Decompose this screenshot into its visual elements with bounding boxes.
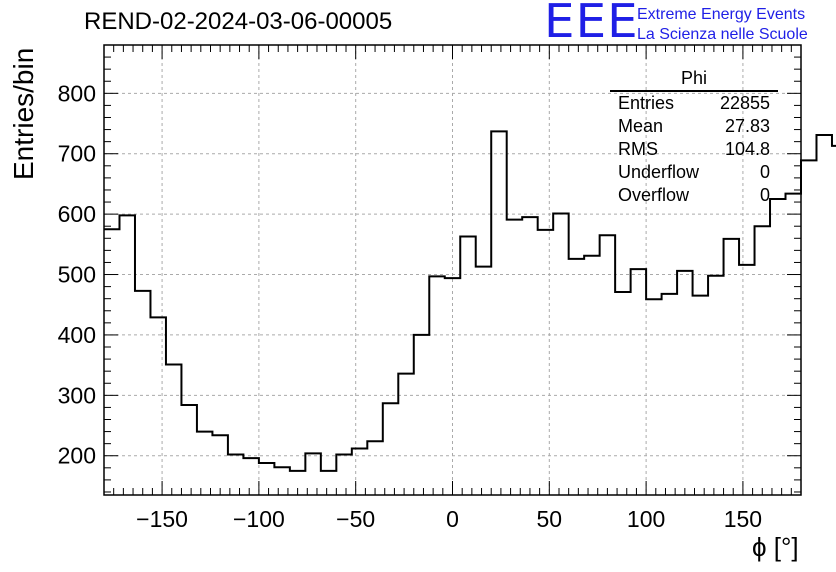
y-tick-label: 300 (58, 382, 96, 408)
stats-row-overflow: Overflow 0 (610, 184, 778, 207)
stats-key: Mean (618, 116, 664, 136)
histogram-bin (336, 455, 351, 495)
x-tick-label: −50 (336, 506, 375, 532)
histogram-bin (755, 226, 770, 495)
stats-title: Phi (610, 68, 778, 92)
histogram-bin (476, 267, 491, 495)
histogram-bin (786, 194, 801, 495)
histogram-bin (181, 405, 196, 495)
stats-key: Underflow (618, 162, 700, 182)
histogram-bin (522, 217, 537, 495)
logo-text-line1: Extreme Energy Events (637, 6, 806, 23)
histogram-bin (553, 214, 568, 495)
stats-value: 22855 (719, 93, 770, 113)
stats-value: 0 (759, 185, 770, 205)
histogram-bin (770, 199, 785, 495)
x-tick-label: 50 (537, 506, 563, 532)
y-tick-label: 700 (58, 141, 96, 167)
histogram-bin (150, 317, 165, 495)
histogram-bin (600, 235, 615, 495)
histogram-bin (119, 215, 134, 495)
histogram-bin (460, 236, 475, 495)
eee-logo: EEE (544, 0, 639, 48)
axis-ticks (104, 45, 801, 495)
histogram-bin (104, 229, 119, 495)
histogram-bin (383, 403, 398, 495)
stats-value: 104.8 (724, 139, 770, 159)
histogram-bin (212, 435, 227, 495)
tick-labels: −150 −100 −50 0 50 100 150 200 300 400 500 600 700 80… (58, 80, 762, 532)
y-tick-label: 400 (58, 322, 96, 348)
histogram-bin (491, 131, 506, 495)
histogram-step-line (104, 130, 836, 472)
histogram-bin (584, 256, 599, 495)
histogram-bin (724, 239, 739, 495)
histogram-bin (631, 269, 646, 495)
histogram-bin (677, 271, 692, 495)
histogram-bin (708, 276, 723, 495)
stats-box: Phi Entries 22855 Mean 27.83 RMS 104.8 U… (610, 68, 778, 207)
x-tick-label: 0 (446, 506, 459, 532)
x-tick-label: 100 (627, 506, 665, 532)
histogram-bin (507, 220, 522, 495)
stats-row-mean: Mean 27.83 (610, 115, 778, 138)
stats-key: RMS (618, 139, 658, 159)
histogram-bin (816, 135, 831, 495)
histogram-bin (739, 265, 754, 495)
grid-lines (104, 45, 801, 495)
stats-row-rms: RMS 104.8 (610, 138, 778, 161)
histogram-bin (243, 458, 258, 495)
stats-value: 27.83 (724, 116, 770, 136)
histogram-series (104, 130, 836, 495)
histogram-bin (832, 146, 836, 495)
stats-row-entries: Entries 22855 (610, 92, 778, 115)
x-axis-label: ϕ [°] (752, 532, 799, 562)
y-tick-label: 600 (58, 201, 96, 227)
histogram-bin (538, 230, 553, 495)
y-axis-label: Entries/bin (8, 47, 39, 180)
histogram-bin (398, 374, 413, 495)
histogram-bin (429, 276, 444, 495)
histogram-bin (646, 299, 661, 495)
histogram-bin (569, 259, 584, 495)
histogram-bin (166, 365, 181, 495)
histogram-bin (135, 291, 150, 495)
stats-key: Overflow (618, 185, 690, 205)
histogram-bin (197, 432, 212, 495)
histogram-bin (414, 335, 429, 495)
histogram-bin (259, 463, 274, 495)
stats-row-underflow: Underflow 0 (610, 161, 778, 184)
histogram-bin (321, 471, 336, 495)
stats-key: Entries (618, 93, 675, 113)
y-tick-label: 800 (58, 80, 96, 106)
x-tick-label: 150 (724, 506, 762, 532)
y-tick-label: 200 (58, 443, 96, 469)
histogram-bin (367, 441, 382, 495)
histogram-bin (801, 160, 816, 495)
x-tick-label: −150 (136, 506, 188, 532)
histogram-bin (615, 292, 630, 495)
stats-value: 0 (759, 162, 770, 182)
chart-title: REND-02-2024-03-06-00005 (84, 8, 393, 35)
x-tick-label: −100 (233, 506, 285, 532)
y-tick-label: 500 (58, 262, 96, 288)
histogram-bin (662, 294, 677, 495)
logo-text-line2: La Scienza nelle Scuole (637, 26, 808, 43)
